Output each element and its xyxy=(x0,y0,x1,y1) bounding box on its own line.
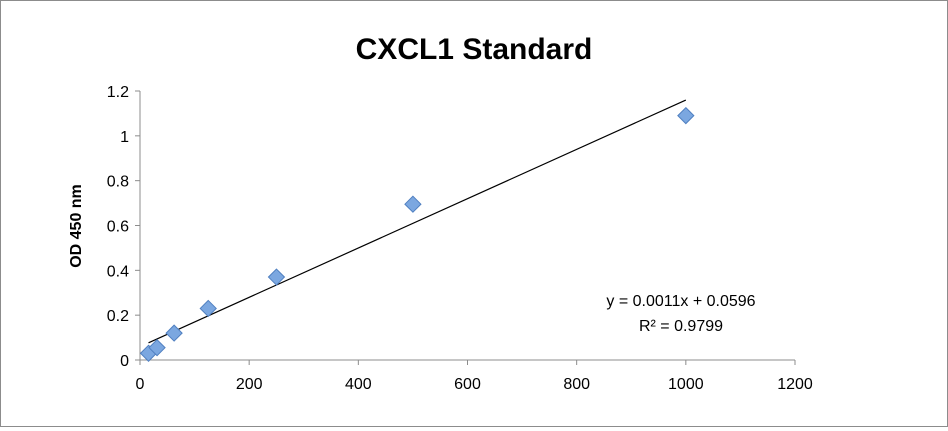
x-tick-label: 800 xyxy=(563,376,590,393)
trendline-r-squared: R² = 0.9799 xyxy=(639,318,723,335)
y-tick-label: 0.6 xyxy=(107,219,129,236)
x-tick-label: 600 xyxy=(454,376,481,393)
data-points xyxy=(139,106,695,362)
trendline-equation: y = 0.0011x + 0.0596 xyxy=(606,293,755,310)
data-point xyxy=(267,268,286,286)
x-tick-label: 1000 xyxy=(668,376,704,393)
trendline xyxy=(148,99,687,344)
y-axis-label: OD 450 nm xyxy=(68,184,85,268)
data-point xyxy=(165,324,183,342)
data-point xyxy=(148,338,166,357)
x-tick-label: 200 xyxy=(236,376,263,393)
data-point xyxy=(404,195,422,213)
data-point xyxy=(199,299,217,318)
data-point xyxy=(677,106,695,125)
y-tick-label: 0 xyxy=(120,353,129,370)
y-tick-label: 1 xyxy=(120,129,129,146)
y-tick-label: 0.2 xyxy=(107,308,129,325)
x-axis-ticks: 0 200 400 600 800 1000 1200 xyxy=(136,360,813,393)
trendline-group xyxy=(148,99,687,344)
x-tick-label: 0 xyxy=(136,376,145,393)
y-tick-label: 0.4 xyxy=(107,263,129,280)
x-tick-label: 400 xyxy=(345,376,372,393)
y-tick-label: 1.2 xyxy=(107,84,129,101)
chart-title: CXCL1 Standard xyxy=(356,33,593,66)
x-tick-label: 1200 xyxy=(777,376,813,393)
y-axis-ticks: 0 0.2 0.4 0.6 0.8 1 1.2 xyxy=(107,84,140,370)
y-tick-label: 0.8 xyxy=(107,174,129,191)
